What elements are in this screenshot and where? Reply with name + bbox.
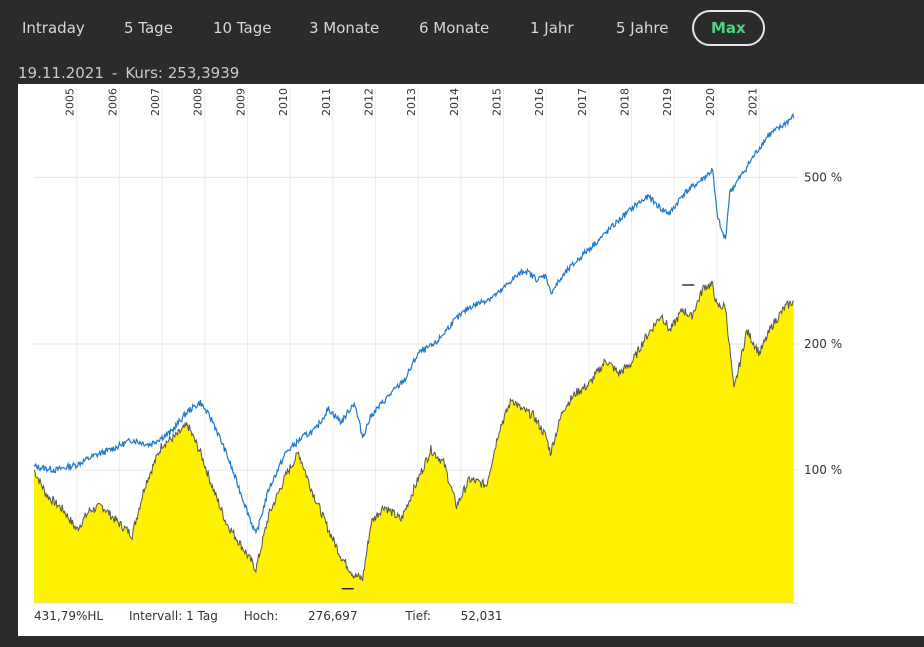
chart-panel[interactable]: 2005 2006 2007 2008 2009 2010 2011 2012 2013 2014… <box>18 84 924 636</box>
x-tick-label: 2011 <box>320 88 333 116</box>
x-tick-label: 2005 <box>64 88 77 116</box>
quote-value: 253,3939 <box>167 64 240 82</box>
tab-5-tage[interactable]: 5 Tage <box>124 19 173 37</box>
x-tick-label: 2006 <box>106 88 119 116</box>
quote-label: Kurs: <box>125 64 163 82</box>
tab-6-monate[interactable]: 6 Monate <box>419 19 490 37</box>
x-tick-label: 2021 <box>747 88 760 116</box>
x-tick-label: 2009 <box>234 88 247 116</box>
price-line <box>33 280 794 582</box>
x-tick-label: 2008 <box>192 88 205 116</box>
x-tick-label: 2016 <box>533 88 546 116</box>
x-tick-label: 2019 <box>661 88 674 116</box>
y-tick-label: 100 % <box>804 463 842 477</box>
footer-low: Tief: 52,031 <box>405 609 524 623</box>
x-tick-label: 2014 <box>448 88 461 116</box>
benchmark-line <box>33 113 795 535</box>
y-tick-label: 200 % <box>804 337 842 351</box>
timeframe-tabs: Intraday 5 Tage 10 Tage 3 Monate 6 Monat… <box>0 0 924 58</box>
tab-5-jahre[interactable]: 5 Jahre <box>616 19 669 37</box>
footer-interval: Intervall: 1 Tag <box>128 609 218 623</box>
quote-date: 19.11.2021 <box>18 64 104 82</box>
footer-hl: 431,79%HL <box>34 609 104 623</box>
footer-low-label: Tief: <box>405 609 431 623</box>
footer-high-label: Hoch: <box>243 609 279 623</box>
x-tick-label: 2012 <box>362 88 375 116</box>
x-tick-label: 2015 <box>490 88 503 116</box>
quote-separator: - <box>111 64 118 82</box>
footer-low-value: 52,031 <box>460 609 503 623</box>
tab-1-jahr[interactable]: 1 Jahr <box>530 19 574 37</box>
quote-line: 19.11.2021- Kurs: 253,3939 <box>18 64 239 82</box>
tab-3-monate[interactable]: 3 Monate <box>309 19 380 37</box>
x-tick-label: 2013 <box>405 88 418 116</box>
footer-high: Hoch: 276,697 <box>244 609 380 623</box>
tab-intraday[interactable]: Intraday <box>22 19 85 37</box>
x-tick-label: 2007 <box>149 88 162 116</box>
footer-high-value: 276,697 <box>307 609 358 623</box>
chart-footer: 431,79%HL Intervall: 1 Tag Hoch: 276,697… <box>34 609 547 623</box>
tab-10-tage[interactable]: 10 Tage <box>213 19 272 37</box>
y-tick-label: 500 % <box>804 170 842 184</box>
price-chart[interactable]: 2005 2006 2007 2008 2009 2010 2011 2012 2013 2014… <box>18 84 924 636</box>
x-tick-label: 2020 <box>704 88 717 116</box>
x-tick-label: 2010 <box>277 88 290 116</box>
tab-max[interactable]: Max <box>692 10 765 46</box>
x-tick-label: 2017 <box>576 88 589 116</box>
x-tick-label: 2018 <box>619 88 632 116</box>
price-area-fill <box>34 281 794 603</box>
